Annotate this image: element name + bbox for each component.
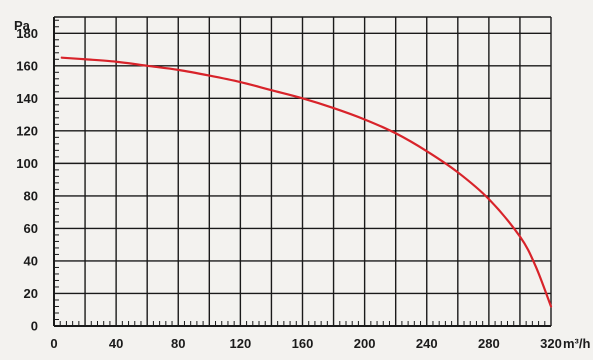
x-tick-label: 280 [478,336,500,351]
axes [53,17,551,327]
x-tick-label: 40 [109,336,123,351]
x-tick-label: 80 [171,336,185,351]
x-tick-label: 240 [416,336,438,351]
y-tick-label: 160 [16,58,38,73]
performance-curve [60,56,553,308]
y-axis-unit-label: Pa [14,18,31,33]
y-tick-label: 20 [24,286,38,301]
y-tick-labels: 0 20 40 60 80 100 120 140 160 180 [16,26,38,334]
y-tick-label: 180 [16,26,38,41]
x-tick-label: 0 [50,336,57,351]
x-tick-labels: 0 40 80 120 160 200 240 280 320 [50,336,561,351]
y-tick-label: 60 [24,221,38,236]
x-tick-label: 320 [540,336,562,351]
series-group [60,56,553,308]
y-tick-label: 120 [16,123,38,138]
x-tick-label: 200 [354,336,376,351]
y-tick-label: 80 [24,188,38,203]
x-tick-label: 120 [230,336,252,351]
y-tick-label: 0 [31,319,38,334]
y-tick-label: 140 [16,91,38,106]
x-axis-unit-label: m³/h [563,336,591,351]
grid-lines [54,16,552,326]
x-tick-label: 160 [292,336,314,351]
y-tick-label: 40 [24,253,38,268]
y-tick-label: 100 [16,156,38,171]
